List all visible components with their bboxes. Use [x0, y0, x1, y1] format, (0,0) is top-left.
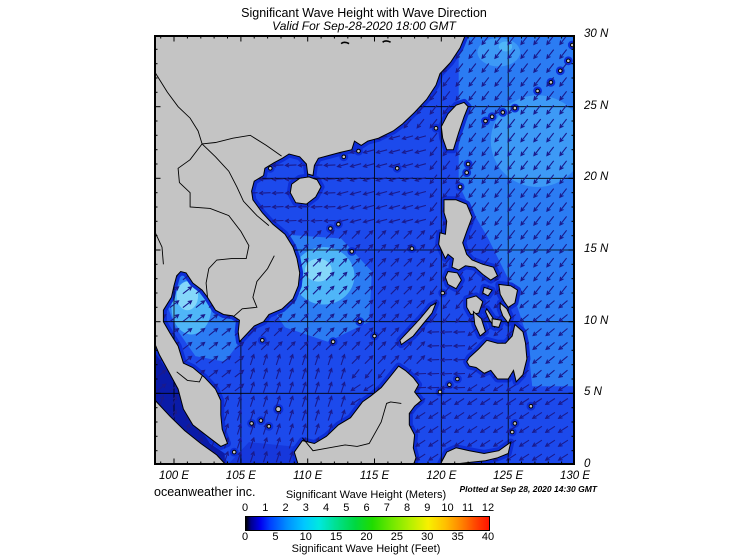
lon-label-125: 125 E	[493, 470, 524, 482]
landmass-bohol	[491, 318, 503, 328]
lat-label-15: 15 N	[584, 243, 609, 255]
lake-mark	[340, 41, 350, 45]
meters-tick-5: 5	[343, 502, 350, 514]
landmass-mindoro	[444, 270, 462, 290]
meters-tick-4: 4	[322, 502, 330, 514]
lat-label-30: 30 N	[584, 28, 609, 40]
feet-tick-35: 35	[451, 531, 464, 543]
feet-tick-10: 10	[299, 531, 312, 543]
meters-tick-10: 10	[441, 502, 454, 514]
feet-tick-25: 25	[390, 531, 403, 543]
legend-meters-ticks: 0 1 2 3 4 5 6 7 8 9 10 11 12	[241, 502, 494, 514]
lon-label-110: 110 E	[293, 470, 323, 482]
legend-feet-title: Significant Wave Height (Feet)	[291, 543, 441, 555]
lon-label-120: 120 E	[426, 470, 457, 482]
map-frame	[154, 35, 575, 465]
feet-tick-0: 0	[241, 531, 249, 543]
lat-label-0: 0	[584, 458, 591, 470]
lake-mark	[382, 40, 391, 43]
landmass-sumatra	[154, 398, 226, 465]
credit-text: oceanweather inc.	[154, 485, 256, 499]
lon-label-105: 105 E	[225, 470, 256, 482]
feet-tick-5: 5	[272, 531, 279, 543]
lat-label-10: 10 N	[584, 314, 609, 327]
feet-tick-20: 20	[360, 531, 373, 543]
lat-label-20: 20 N	[584, 171, 609, 184]
meters-tick-11: 11	[462, 502, 474, 514]
landmass-masbate	[482, 286, 493, 297]
lon-label-115: 115 E	[359, 470, 390, 482]
map-svg	[154, 35, 575, 465]
meters-tick-0: 0	[241, 502, 249, 514]
legend-feet-ticks: 0 5 10 15 20 25 30 35 40	[241, 531, 494, 543]
meters-tick-3: 3	[302, 502, 309, 514]
legend-meters-title: Significant Wave Height (Meters)	[285, 489, 447, 501]
landmass-leyte	[499, 301, 512, 325]
meters-tick-12: 12	[481, 502, 495, 514]
legend-colorbar	[245, 516, 490, 531]
landmass-mainland-asia	[154, 35, 466, 447]
meters-tick-7: 7	[383, 502, 390, 514]
meters-tick-8: 8	[403, 502, 411, 514]
page-title: Significant Wave Height with Wave Direct…	[241, 6, 487, 20]
meters-tick-2: 2	[282, 502, 289, 514]
valid-time-subtitle: Valid For Sep-28-2020 18:00 GMT	[272, 19, 456, 33]
map-area	[154, 35, 575, 465]
meters-tick-9: 9	[424, 502, 431, 514]
lat-label-25: 25 N	[584, 99, 609, 112]
landmass-mindanao	[466, 323, 528, 383]
landmass-samar	[498, 283, 519, 308]
land-layer	[154, 35, 575, 465]
plotted-timestamp: Plotted at Sep 28, 2020 14:30 GMT	[459, 484, 597, 494]
country-borders	[154, 70, 402, 452]
meters-tick-1: 1	[262, 502, 269, 514]
feet-tick-30: 30	[421, 531, 434, 543]
landmass-negros	[472, 310, 487, 337]
lon-label-100: 100 E	[159, 470, 190, 482]
feet-tick-40: 40	[481, 531, 495, 543]
meters-tick-6: 6	[363, 502, 370, 514]
lat-label-5: 5 N	[584, 386, 602, 399]
landmass-taiwan	[440, 101, 469, 151]
landmass-panay	[466, 295, 484, 316]
landmass-palawan	[399, 301, 437, 346]
landmass-borneo	[293, 365, 422, 465]
landmass-luzon	[438, 199, 499, 281]
feet-tick-15: 15	[330, 531, 343, 543]
lon-label-130: 130 E	[559, 470, 591, 482]
landmass-hainan	[289, 176, 322, 205]
